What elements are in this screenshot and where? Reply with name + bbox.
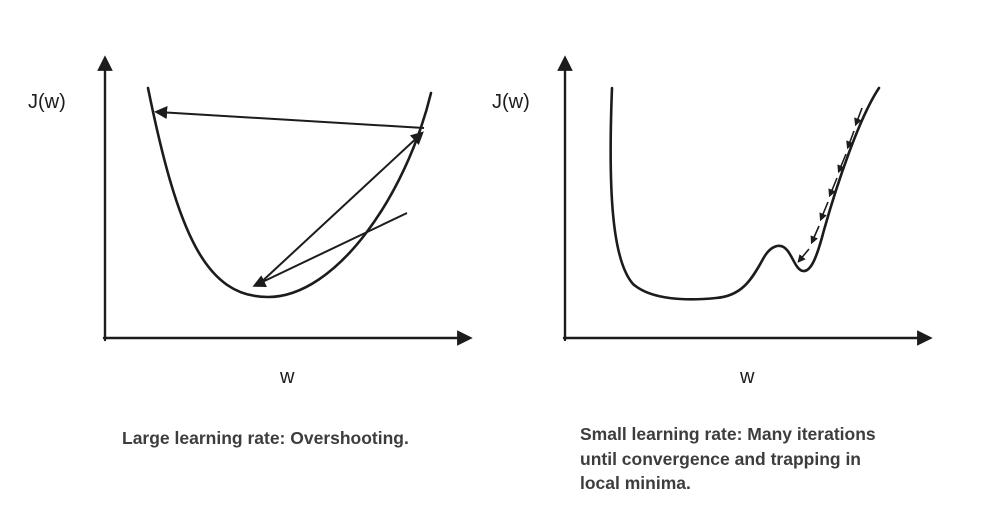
right-caption-line: Small learning rate: Many iterations <box>580 424 876 444</box>
overshoot-step-arrow-3 <box>154 106 425 129</box>
overshoot-step-arrow-2 <box>256 131 424 287</box>
right-caption: Small learning rate: Many iterations unt… <box>580 422 960 496</box>
right-cost-curve-with-local-minimum <box>609 86 881 301</box>
descent-step-arrow-into-local-minimum <box>797 248 810 263</box>
descent-step-arrow <box>810 225 820 245</box>
descent-step-arrow <box>837 153 847 174</box>
left-caption: Large learning rate: Overshooting. <box>122 428 409 448</box>
small-descent-step-arrows <box>797 107 863 263</box>
left-diagram: J(w) w <box>28 55 473 388</box>
right-y-axis-label: J(w) <box>492 91 530 113</box>
descent-step-arrow <box>828 177 838 198</box>
right-x-axis-label: w <box>739 366 755 388</box>
left-y-axis-label: J(w) <box>28 91 66 113</box>
left-cost-curve <box>146 86 433 299</box>
descent-step-arrow <box>819 201 829 222</box>
descent-step-arrow <box>846 130 855 150</box>
diagrams-canvas: J(w) w J(w) w <box>28 55 933 388</box>
descent-step-arrow <box>854 107 863 127</box>
right-diagram: J(w) w <box>492 55 933 388</box>
left-x-axis-label: w <box>279 366 295 388</box>
right-caption-line: until convergence and trapping in <box>580 448 861 469</box>
overshoot-step-arrow-1 <box>252 212 408 287</box>
right-caption-line: local minima. <box>580 473 691 493</box>
